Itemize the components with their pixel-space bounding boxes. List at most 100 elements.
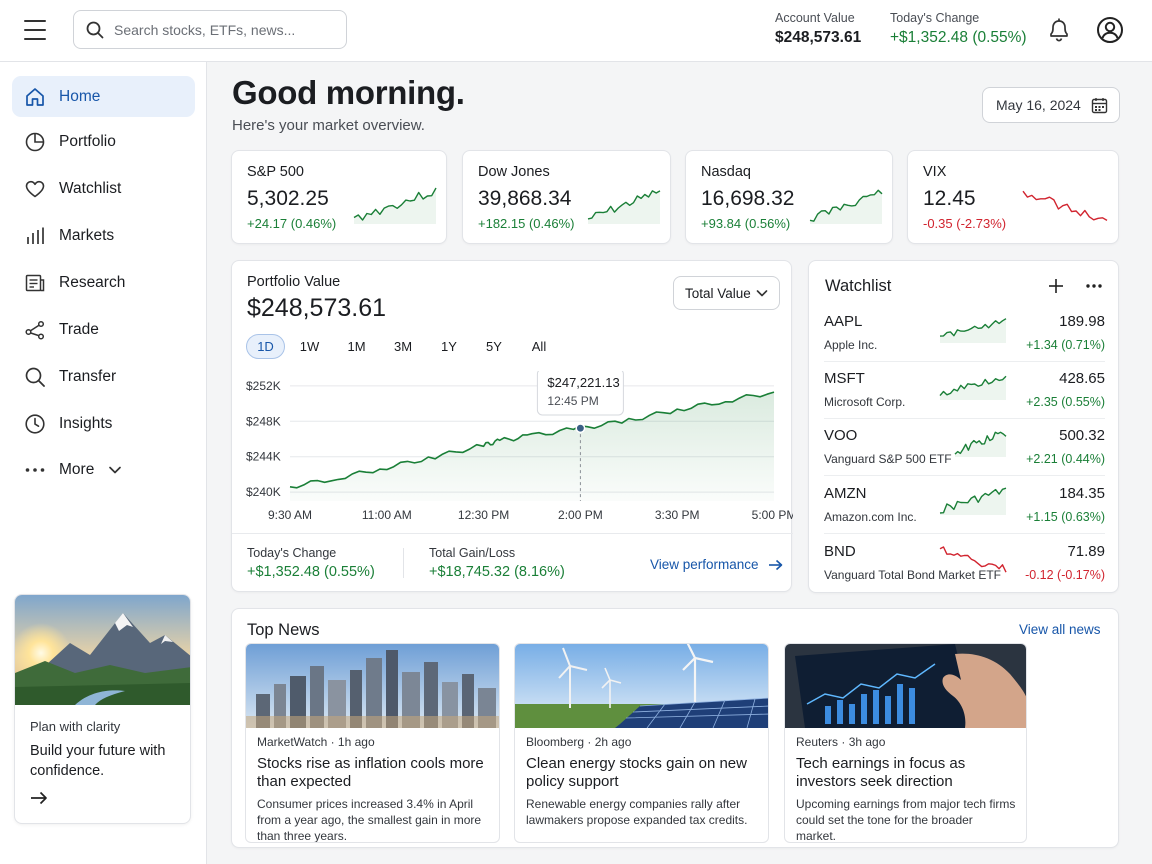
- promo-card[interactable]: Plan with clarity Build your future with…: [14, 594, 191, 824]
- watchlist-row-aapl[interactable]: AAPL Apple Inc. 189.98 +1.34 (0.71%): [824, 305, 1105, 362]
- news-source: Bloomberg: [526, 735, 585, 749]
- view-all-news-link[interactable]: View all news: [1019, 622, 1101, 637]
- search-box[interactable]: [73, 10, 347, 49]
- sparkline-area: [940, 318, 1006, 343]
- watchlist-row-amzn[interactable]: AMZN Amazon.com Inc. 184.35 +1.15 (0.63%…: [824, 477, 1105, 534]
- y-tick-label: $248K: [246, 414, 281, 428]
- more-icon[interactable]: [1085, 283, 1103, 289]
- sidebar-item-markets[interactable]: Markets: [12, 215, 195, 256]
- sparkline: [353, 187, 437, 224]
- index-value: 16,698.32: [701, 187, 795, 210]
- index-name: S&P 500: [247, 164, 304, 180]
- account-value-amount: $248,573.61: [775, 29, 862, 46]
- range-tab-1y[interactable]: 1Y: [441, 339, 457, 354]
- range-tab-1w[interactable]: 1W: [299, 339, 320, 354]
- index-card-sp500[interactable]: S&P 500 5,302.25 +24.17 (0.46%): [231, 150, 447, 244]
- ticker-price: 184.35: [1059, 485, 1105, 502]
- range-tab-1d[interactable]: 1D: [246, 334, 285, 359]
- sparkline-area: [940, 376, 1006, 400]
- range-tab-all[interactable]: All: [531, 339, 547, 354]
- watchlist-row-msft[interactable]: MSFT Microsoft Corp. 428.65 +2.35 (0.55%…: [824, 362, 1105, 419]
- index-card-dow-jones[interactable]: Dow Jones 39,868.34 +182.15 (0.46%): [462, 150, 671, 244]
- index-card-nasdaq[interactable]: Nasdaq 16,698.32 +93.84 (0.56%): [685, 150, 893, 244]
- watchlist-row-voo[interactable]: VOO Vanguard S&P 500 ETF 500.32 +2.21 (0…: [824, 419, 1105, 476]
- value-type-select[interactable]: Total Value: [673, 276, 780, 310]
- range-tab-5y[interactable]: 5Y: [486, 339, 502, 354]
- chevron-down-icon: [109, 466, 122, 473]
- search-input[interactable]: [114, 21, 334, 38]
- sparkline-line: [939, 546, 1007, 573]
- ticker-change: +1.34 (0.71%): [1026, 338, 1105, 352]
- sparkline-area: [810, 190, 882, 224]
- portfolio-card: Portfolio Value $248,573.61 Total Value …: [231, 260, 793, 592]
- sidebar-item-trade[interactable]: Trade: [12, 309, 195, 350]
- sidebar-item-more[interactable]: More: [12, 449, 195, 490]
- x-tick-label: 2:00 PM: [558, 508, 603, 522]
- watchlist-row-bnd[interactable]: BND Vanguard Total Bond Market ETF 71.89…: [824, 535, 1105, 592]
- date-picker[interactable]: May 16, 2024: [982, 87, 1120, 123]
- sidebar-item-insights[interactable]: Insights: [12, 403, 195, 444]
- x-tick-label: 5:00 PM: [752, 508, 793, 522]
- index-name: Nasdaq: [701, 164, 751, 180]
- sparkline-line: [353, 187, 437, 221]
- sparkline-line: [809, 189, 883, 222]
- sparkline: [939, 546, 1007, 573]
- sidebar-item-portfolio[interactable]: Portfolio: [12, 121, 195, 162]
- news-age: 1h ago: [337, 735, 375, 749]
- index-value: 39,868.34: [478, 187, 572, 210]
- index-card-vix[interactable]: VIX 12.45 -0.35 (-2.73%): [907, 150, 1119, 244]
- sidebar-item-label: Research: [59, 273, 126, 291]
- user-icon[interactable]: [1096, 16, 1124, 44]
- sparkline: [939, 375, 1007, 400]
- sparkline-line: [939, 318, 1007, 337]
- news-summary: Upcoming earnings from major tech firms …: [796, 797, 1016, 843]
- sidebar-item-research[interactable]: Research: [12, 262, 195, 303]
- x-tick-label: 9:30 AM: [268, 508, 312, 522]
- page-title: Good morning.: [232, 74, 465, 111]
- heart-icon: [24, 178, 46, 200]
- hover-point[interactable]: [575, 423, 586, 434]
- home-icon: [24, 86, 46, 108]
- arrow-right-icon[interactable]: [30, 791, 48, 805]
- sidebar-item-label: Trade: [59, 320, 99, 338]
- sidebar-item-label: Home: [59, 87, 101, 105]
- sparkline: [954, 431, 1007, 457]
- ticker-symbol: MSFT: [824, 370, 865, 387]
- index-change: -0.35 (-2.73%): [923, 216, 1007, 231]
- more-icon: [24, 459, 46, 481]
- plus-icon[interactable]: [1048, 278, 1064, 294]
- news-item[interactable]: Reuters · 3h ago Tech earnings in focus …: [784, 643, 1027, 843]
- sidebar-item-watchlist[interactable]: Watchlist: [12, 168, 195, 209]
- time-range-tabs: 1D 1W 1M 3M 1Y 5Y All: [246, 334, 561, 359]
- sparkline-area: [588, 190, 660, 224]
- sparkline: [939, 487, 1007, 515]
- portfolio-chart[interactable]: $252K $248K $244K $240K 9:30 AM 11:00 AM 12:30…: [232, 371, 793, 531]
- sidebar-item-transfer[interactable]: Transfer: [12, 356, 195, 397]
- company-name: Amazon.com Inc.: [824, 510, 917, 524]
- sparkline: [587, 190, 661, 224]
- news-summary: Consumer prices increased 3.4% in April …: [257, 797, 482, 843]
- date-value: May 16, 2024: [996, 97, 1081, 113]
- pie-chart-icon: [24, 131, 46, 153]
- sparkline-line: [939, 487, 1007, 514]
- menu-icon[interactable]: [24, 20, 46, 40]
- news-summary: Renewable energy companies rally after l…: [526, 797, 748, 827]
- watchlist-card: Watchlist AAPL Apple Inc. 189.98 +1.34 (…: [808, 260, 1119, 593]
- sidebar-item-home[interactable]: Home: [12, 76, 195, 117]
- news-meta: Reuters · 3h ago: [796, 735, 886, 749]
- bell-icon[interactable]: [1047, 17, 1071, 43]
- promo-subtitle: Plan with clarity: [30, 719, 121, 734]
- news-item[interactable]: MarketWatch · 1h ago Stocks rise as infl…: [245, 643, 500, 843]
- view-performance-link[interactable]: View performance: [650, 557, 783, 572]
- news-source: MarketWatch: [257, 735, 328, 749]
- sparkline-area: [955, 432, 1006, 457]
- range-tab-1m[interactable]: 1M: [347, 339, 366, 354]
- news-item[interactable]: Bloomberg · 2h ago Clean energy stocks g…: [514, 643, 769, 843]
- company-name: Vanguard Total Bond Market ETF: [824, 568, 1001, 582]
- range-tab-3m[interactable]: 3M: [393, 339, 413, 354]
- company-name: Apple Inc.: [824, 338, 878, 352]
- total-gain-value: +$18,745.32 (8.16%): [429, 564, 565, 580]
- tooltip-time: 12:45 PM: [547, 394, 598, 408]
- chevron-down-icon: [756, 290, 768, 297]
- research-icon: [24, 272, 46, 294]
